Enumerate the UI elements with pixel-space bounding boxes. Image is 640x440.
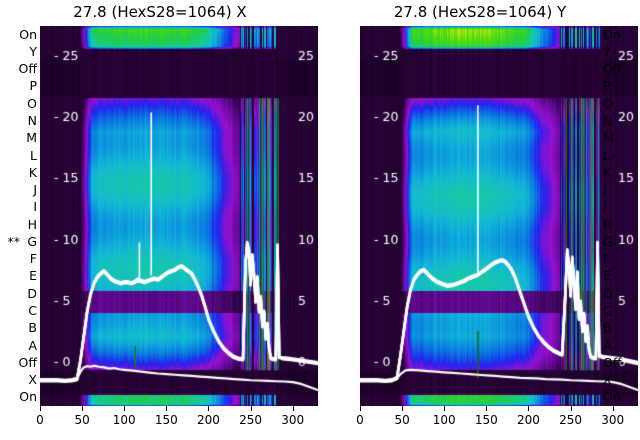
category-label-left-3: P [29,78,37,94]
panel-y: 27.8 (HexS28=1064) Y On Y Off P O N M L K J I H G F E D… [320,0,640,440]
x-tick-label-y-0: 0 [356,413,364,427]
category-label-right-13: F [603,251,611,267]
category-label-right-14: E [603,268,611,284]
category-label-right-11: H [603,216,613,232]
x-tick-y-0 [360,406,361,411]
category-label-right-10: I [603,199,607,215]
category-label-right-8: K [603,164,612,180]
x-tick-x-0 [40,406,41,411]
category-label-right-9: J [603,182,607,198]
panel-y-category-axis-right: On Y Off P O N M L K J I H G F E D C B A Off X On [598,26,638,406]
category-label-left-8: K [28,164,37,180]
panel-x: 27.8 (HexS28=1064) X On Y Off P O N M L K J I H G ** F… [0,3,318,440]
panel-y-heatmap-canvas [360,26,638,406]
category-label-left-13: F [29,251,37,267]
x-tick-y-2 [444,406,446,411]
x-tick-label-x-2: 100 [112,413,136,427]
category-label-right-18: A [603,337,612,353]
category-label-left-21: On [19,389,37,405]
x-tick-x-2 [124,406,126,411]
category-label-left-14: E [29,268,37,284]
category-label-left-12: G [27,233,37,249]
category-label-left-19: Off [18,354,37,370]
category-label-left-1: Y [29,43,37,59]
panel-x-category-axis-left: On Y Off P O N M L K J I H G ** F E D C B A Off X On [0,26,40,406]
category-marker-asterisks: ** [7,233,21,249]
x-tick-label-y-2: 100 [432,413,456,427]
panel-x-title: 27.8 (HexS28=1064) X [73,3,247,21]
category-label-left-17: B [28,320,37,336]
category-label-right-17: B [603,320,612,336]
x-tick-x-6 [292,406,294,411]
category-label-right-5: N [603,113,613,128]
category-label-right-3: P [603,78,611,94]
category-label-right-4: O [603,95,613,111]
category-label-right-16: C [603,303,612,318]
panel-y-plot[interactable] [360,26,638,406]
category-label-left-9: J [33,182,37,198]
panel-y-x-axis: 0 50 100 150 200 250 300 [356,406,638,440]
x-tick-label-x-0: 0 [36,413,44,427]
panel-x-x-axis: 0 50 100 150 200 250 300 [36,406,318,440]
x-tick-label-y-5: 250 [559,413,583,427]
panel-x-heatmap-canvas [40,26,318,406]
category-label-left-4: O [27,95,37,111]
x-tick-x-5 [250,406,252,411]
x-tick-x-3 [166,406,168,411]
x-tick-label-x-3: 150 [154,413,178,427]
category-label-right-2: Off [603,61,622,77]
category-label-left-16: C [28,303,37,318]
panel-x-plot[interactable] [40,26,318,406]
category-label-left-7: L [30,147,37,163]
category-label-right-12: G [603,233,613,249]
category-label-right-6: M [603,130,614,146]
category-label-right-19: Off [603,354,622,370]
category-label-left-20: X [28,372,37,388]
x-tick-x-1 [82,406,84,411]
x-tick-label-y-1: 50 [394,413,410,427]
x-tick-y-3 [486,406,488,411]
x-tick-y-4 [528,406,530,411]
x-tick-label-x-1: 50 [74,413,90,427]
x-tick-x-4 [208,406,210,411]
category-label-right-21: On [603,389,621,405]
x-tick-label-x-5: 250 [239,413,263,427]
x-tick-label-y-3: 150 [474,413,498,427]
category-label-left-2: Off [18,61,37,77]
category-label-left-10: I [33,199,37,215]
category-label-right-20: X [603,372,612,388]
category-label-left-11: H [27,216,37,232]
category-label-left-15: D [27,285,37,301]
x-tick-label-x-4: 200 [197,413,220,427]
category-label-left-18: A [28,337,37,353]
category-label-left-6: M [26,130,37,146]
x-tick-y-5 [570,406,572,411]
x-tick-y-1 [402,406,404,411]
category-label-left-0: On [19,26,37,42]
x-tick-label-x-6: 300 [281,413,305,427]
category-label-right-15: D [603,285,613,301]
category-label-right-1: Y [603,43,611,59]
panel-y-title: 27.8 (HexS28=1064) Y [393,3,567,21]
category-label-right-7: L [603,147,610,163]
category-label-right-0: On [603,26,621,42]
x-tick-label-y-4: 200 [517,413,540,427]
x-tick-y-6 [612,406,614,411]
x-tick-label-y-6: 300 [601,413,625,427]
category-label-left-5: N [27,113,37,128]
